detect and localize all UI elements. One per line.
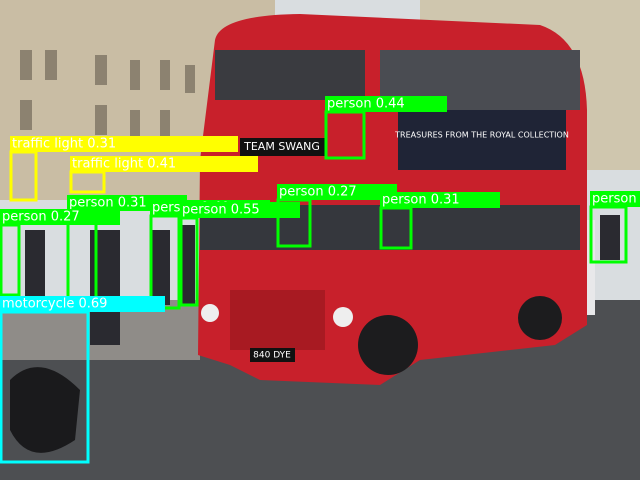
label-background xyxy=(70,156,258,172)
detection-label: person 0.31 xyxy=(382,193,460,208)
label-background xyxy=(380,192,500,208)
label-background xyxy=(590,191,640,207)
label-background xyxy=(277,184,397,200)
motorcycle xyxy=(10,367,80,453)
bus-plate: 840 DYE xyxy=(253,351,291,361)
windows-left xyxy=(20,50,195,138)
label-background xyxy=(0,296,165,312)
label-background xyxy=(180,202,300,218)
label-background xyxy=(0,209,120,225)
detection-label: person 0.27 xyxy=(279,185,357,200)
detections: person 0.44 traffic light 0.31 traffic lig… xyxy=(0,96,640,464)
detection-label: person xyxy=(592,192,637,207)
label-background xyxy=(10,136,238,152)
detection-label: person 0.27 xyxy=(2,210,80,225)
pedestrians xyxy=(25,215,620,345)
detection-label: traffic light 0.41 xyxy=(72,157,176,172)
detection-label: motorcycle 0.69 xyxy=(2,297,107,312)
detection-label: person 0.31 xyxy=(69,196,147,211)
bus-sign: TEAM SWANG xyxy=(243,140,320,153)
detection-label: person 0.44 xyxy=(327,97,405,112)
bus-ad: TREASURES FROM THE ROYAL COLLECTION xyxy=(394,131,569,140)
label-background xyxy=(325,96,447,112)
detection-label: person 0.55 xyxy=(182,203,260,218)
detection-label: traffic light 0.31 xyxy=(12,137,116,152)
